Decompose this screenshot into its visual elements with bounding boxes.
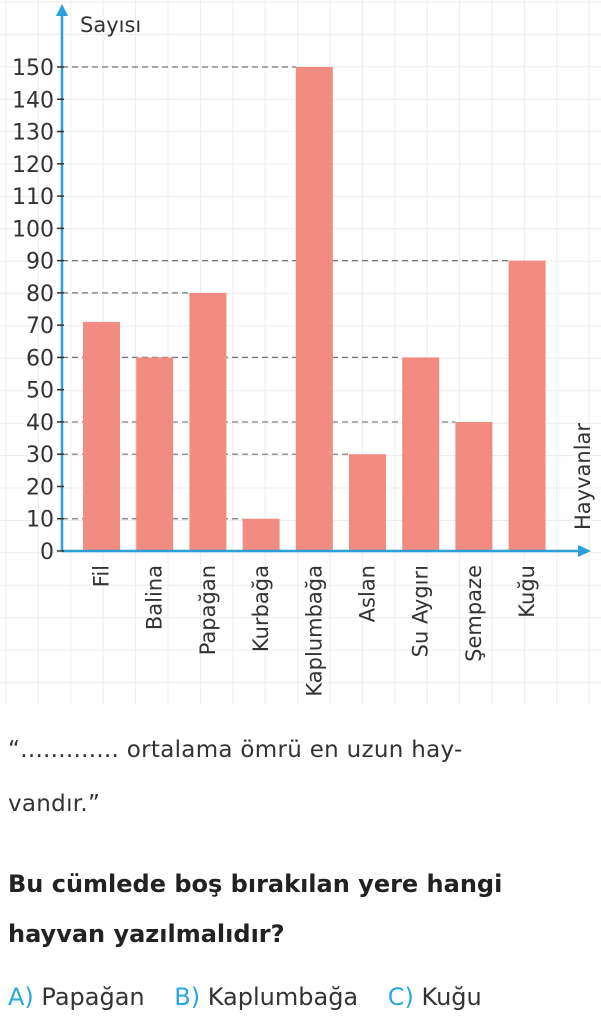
y-tick-label: 40 — [26, 411, 54, 436]
category-labels: Fil Balina Papağan Kurbağa Kaplumbağa Aslan Su… — [90, 565, 540, 697]
y-axis-label: Sayısı — [80, 13, 141, 37]
category-label: Şempaze — [462, 565, 486, 662]
x-axis-arrow-icon — [578, 545, 591, 557]
option-b-letter: B) — [174, 983, 201, 1011]
y-tick-label: 110 — [12, 185, 54, 210]
option-c-letter: C) — [387, 983, 414, 1011]
y-tick-label: 140 — [12, 88, 54, 113]
y-tick-label: 50 — [26, 379, 54, 404]
answer-options: A) Papağan B) Kaplumbağa C) Kuğu — [8, 983, 504, 1011]
y-tick-label: 120 — [12, 153, 54, 178]
bar-su-aygırı — [402, 357, 440, 551]
bar-aslan — [349, 454, 386, 551]
bar-kurbağa — [242, 518, 280, 551]
y-tick-label: 10 — [26, 508, 54, 533]
reference-lines — [62, 66, 509, 520]
quote-line-2: vandır.” — [8, 791, 101, 817]
category-label: Su Aygırı — [409, 565, 433, 657]
option-c[interactable]: C) Kuğu — [388, 983, 482, 1011]
bar-chart: 0 10 20 30 40 50 60 70 80 90 100 110 120 130 140 150 Fi… — [0, 0, 601, 705]
bar-papağan — [189, 292, 227, 551]
y-tick-label: 20 — [26, 475, 54, 500]
option-a-letter: A) — [8, 983, 34, 1011]
option-b[interactable]: B) Kaplumbağa — [174, 983, 358, 1011]
y-tick-label: 100 — [12, 217, 54, 242]
bar-kuğu — [508, 260, 546, 551]
category-label: Kaplumbağa — [302, 565, 326, 697]
y-tick-label: 150 — [12, 56, 54, 81]
axes — [56, 4, 591, 557]
quote-line-1: “............. ortalama ömrü en uzun hay… — [8, 737, 463, 763]
y-tick-label: 130 — [12, 121, 54, 146]
category-label: Kurbağa — [249, 565, 273, 652]
y-tick-label: 90 — [26, 250, 54, 275]
category-label: Fil — [90, 565, 114, 587]
option-a-text: Papağan — [41, 983, 145, 1011]
option-a[interactable]: A) Papağan — [8, 983, 145, 1011]
bar-şempaze — [455, 421, 493, 551]
option-c-text: Kuğu — [421, 983, 482, 1011]
option-b-text: Kaplumbağa — [207, 983, 359, 1011]
y-tick-label: 30 — [26, 443, 54, 468]
y-tick-label: 0 — [40, 540, 54, 565]
y-tick-label: 80 — [26, 282, 54, 307]
category-label: Aslan — [356, 565, 380, 622]
bars — [83, 67, 546, 551]
y-tick-label: 70 — [26, 314, 54, 339]
category-label: Papağan — [196, 565, 220, 655]
bar-balina — [136, 357, 174, 551]
y-tick-label: 60 — [26, 346, 54, 371]
question-line-2: hayvan yazılmalıdır? — [8, 920, 285, 948]
bar-kaplumbağa — [295, 67, 333, 551]
bar-fil — [83, 321, 120, 551]
category-label: Balina — [143, 565, 167, 630]
x-axis-label: Hayvanlar — [571, 423, 595, 530]
category-label: Kuğu — [515, 565, 539, 618]
y-ticks: 0 10 20 30 40 50 60 70 80 90 100 110 120 130 140 150 — [12, 56, 64, 565]
question-line-1: Bu cümlede boş bırakılan yere hangi — [8, 870, 503, 898]
y-axis-arrow-icon — [56, 4, 68, 16]
